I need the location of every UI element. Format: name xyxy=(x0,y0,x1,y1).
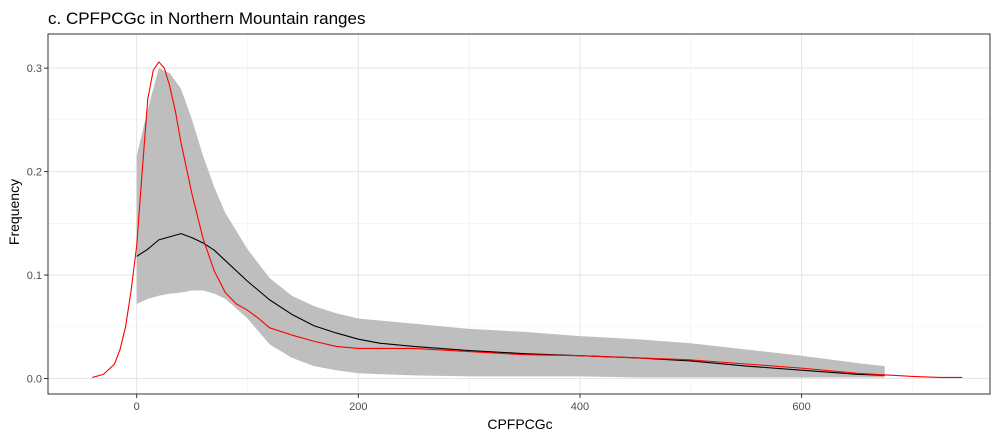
x-tick-label: 0 xyxy=(134,401,140,413)
y-tick-label: 0.2 xyxy=(27,167,42,179)
y-axis: 0.0 0.1 0.2 0.3 xyxy=(27,63,48,385)
x-tick-label: 600 xyxy=(792,401,810,413)
panel-border xyxy=(47,33,991,395)
y-axis-label: Frequency xyxy=(6,179,22,245)
x-axis: 0 200 400 600 xyxy=(134,394,811,413)
y-tick-label: 0.1 xyxy=(27,270,42,282)
y-tick-label: 0.3 xyxy=(27,63,42,75)
series-layer xyxy=(92,61,963,378)
x-tick-label: 200 xyxy=(349,401,367,413)
x-tick-label: 400 xyxy=(571,401,589,413)
x-axis-label: CPFPCGc xyxy=(487,416,552,432)
y-tick-label: 0.0 xyxy=(27,373,42,385)
reference-density-line xyxy=(92,61,963,378)
gridlines xyxy=(48,34,990,394)
mean-line xyxy=(136,233,885,376)
chart-title: c. CPFPCGc in Northern Mountain ranges xyxy=(48,9,365,28)
